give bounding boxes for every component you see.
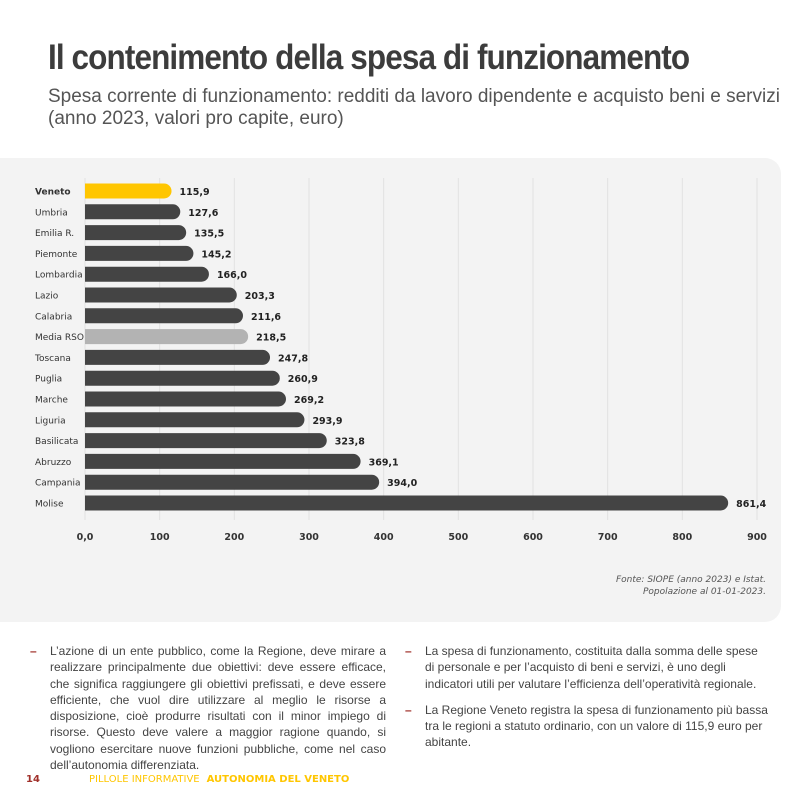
x-tick-label: 500 bbox=[448, 532, 468, 543]
category-label: Abruzzo bbox=[35, 458, 72, 468]
bar bbox=[85, 225, 187, 241]
value-label: 135,5 bbox=[194, 229, 224, 240]
value-label: 394,0 bbox=[387, 478, 417, 489]
x-tick-label: 400 bbox=[374, 532, 394, 543]
bullet-paragraph: La spesa di funzionamento, costituita da… bbox=[405, 643, 770, 692]
category-label: Campania bbox=[35, 479, 81, 489]
bar bbox=[85, 245, 194, 261]
source-line: Popolazione al 01-01-2023. bbox=[642, 587, 766, 597]
footer: 14 PILLOLE INFORMATIVE AUTONOMIA DEL VEN… bbox=[26, 774, 349, 786]
bar bbox=[85, 495, 729, 511]
x-tick-label: 100 bbox=[150, 532, 170, 543]
value-label: 145,2 bbox=[201, 249, 231, 260]
x-tick-label: 0,0 bbox=[77, 532, 94, 543]
category-label: Piemonte bbox=[35, 250, 78, 260]
bar bbox=[85, 453, 361, 469]
category-label: Puglia bbox=[35, 375, 62, 385]
category-label: Calabria bbox=[35, 312, 72, 322]
x-tick-label: 200 bbox=[224, 532, 244, 543]
x-tick-label: 700 bbox=[598, 532, 618, 543]
footer-series: PILLOLE INFORMATIVE bbox=[89, 774, 200, 785]
text-column-left: L’azione di un ente pubblico, come la Re… bbox=[30, 643, 386, 783]
footer-brand: AUTONOMIA DEL VENETO bbox=[206, 774, 350, 785]
chart-source: Fonte: SIOPE (anno 2023) e Istat. Popolaz… bbox=[616, 574, 766, 598]
source-line: Fonte: SIOPE (anno 2023) e Istat. bbox=[615, 575, 766, 585]
x-tick-label: 600 bbox=[523, 532, 543, 543]
category-label: Umbria bbox=[35, 208, 68, 218]
bar bbox=[85, 204, 181, 220]
value-label: 211,6 bbox=[251, 312, 281, 323]
text-column-right: La spesa di funzionamento, costituita da… bbox=[405, 643, 770, 761]
category-label: Toscana bbox=[34, 354, 71, 364]
value-label: 127,6 bbox=[188, 208, 218, 219]
page-number: 14 bbox=[26, 774, 40, 785]
category-label: Marche bbox=[35, 396, 68, 406]
category-label: Veneto bbox=[35, 188, 71, 198]
value-label: 247,8 bbox=[278, 353, 308, 364]
value-label: 260,9 bbox=[288, 374, 318, 385]
value-label: 323,8 bbox=[335, 437, 365, 448]
value-label: 861,4 bbox=[736, 499, 766, 510]
bar bbox=[85, 329, 249, 345]
bar bbox=[85, 474, 380, 490]
bar bbox=[85, 266, 209, 282]
bar bbox=[85, 433, 327, 449]
page-title: Il contenimento della spesa di funzionam… bbox=[48, 38, 690, 77]
bar bbox=[85, 349, 271, 365]
value-label: 115,9 bbox=[180, 187, 210, 198]
page-subtitle: Spesa corrente di funzionamento: redditi… bbox=[48, 86, 780, 129]
x-tick-label: 800 bbox=[672, 532, 692, 543]
bar bbox=[85, 287, 237, 303]
bar bbox=[85, 412, 305, 428]
bullet-paragraph: L’azione di un ente pubblico, come la Re… bbox=[30, 643, 386, 773]
value-label: 218,5 bbox=[256, 333, 286, 344]
value-label: 166,0 bbox=[217, 270, 247, 281]
x-tick-label: 300 bbox=[299, 532, 319, 543]
value-label: 203,3 bbox=[245, 291, 275, 302]
bar bbox=[85, 183, 172, 199]
category-label: Molise bbox=[35, 500, 64, 510]
value-label: 269,2 bbox=[294, 395, 324, 406]
bar bbox=[85, 391, 287, 407]
x-tick-label: 900 bbox=[747, 532, 767, 543]
category-label: Lazio bbox=[35, 292, 59, 302]
category-label: Media RSO bbox=[35, 333, 84, 343]
value-label: 369,1 bbox=[369, 457, 399, 468]
category-label: Lombardia bbox=[35, 271, 83, 281]
bullet-paragraph: La Regione Veneto registra la spesa di f… bbox=[405, 702, 770, 751]
category-label: Basilicata bbox=[35, 437, 78, 447]
bar bbox=[85, 370, 280, 386]
bar bbox=[85, 308, 243, 324]
value-label: 293,9 bbox=[312, 416, 342, 427]
category-label: Liguria bbox=[35, 416, 66, 426]
category-label: Emilia R. bbox=[35, 229, 74, 239]
